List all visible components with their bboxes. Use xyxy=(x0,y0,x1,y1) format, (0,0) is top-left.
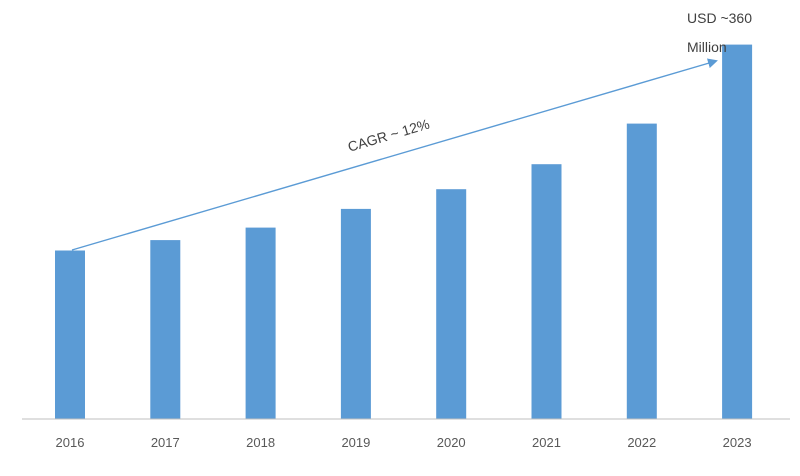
end-value-label-line2: Million xyxy=(687,39,727,55)
x-tick-label-2021: 2021 xyxy=(532,435,561,450)
x-tick-label-2019: 2019 xyxy=(341,435,370,450)
x-tick-label-2017: 2017 xyxy=(151,435,180,450)
x-tick-label-2020: 2020 xyxy=(437,435,466,450)
bar-2022 xyxy=(626,123,657,419)
bar-2020 xyxy=(436,189,467,419)
bar-2023 xyxy=(722,44,753,419)
bar-2017 xyxy=(150,240,181,419)
x-tick-label-2022: 2022 xyxy=(627,435,656,450)
bar-2019 xyxy=(340,208,371,419)
end-value-label-line1: USD ~360 xyxy=(687,10,752,26)
bar-2018 xyxy=(245,227,276,419)
bars-group xyxy=(55,44,753,419)
bar-2016 xyxy=(55,250,85,419)
x-tick-labels: 2016 2017 2018 2019 2020 2021 2022 2023 xyxy=(56,435,752,450)
x-tick-label-2016: 2016 xyxy=(56,435,85,450)
x-tick-label-2023: 2023 xyxy=(723,435,752,450)
bar-2021 xyxy=(531,164,562,419)
cagr-trend-arrow xyxy=(71,58,718,251)
x-tick-label-2018: 2018 xyxy=(246,435,275,450)
